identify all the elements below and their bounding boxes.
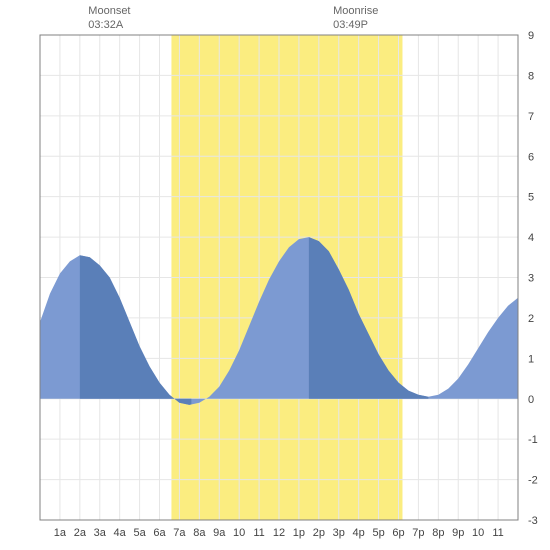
svg-text:4: 4 [528, 232, 534, 244]
svg-text:0: 0 [528, 394, 534, 406]
svg-text:10: 10 [472, 527, 484, 539]
svg-text:11: 11 [253, 527, 264, 539]
moonset-annotation: Moonset 03:32A [88, 4, 130, 33]
moonset-time: 03:32A [88, 18, 130, 32]
svg-text:7p: 7p [412, 527, 424, 539]
svg-text:5: 5 [528, 192, 534, 204]
svg-text:-2: -2 [528, 475, 538, 487]
svg-text:11: 11 [492, 527, 503, 539]
svg-text:12: 12 [273, 527, 285, 539]
svg-text:-1: -1 [528, 434, 538, 446]
svg-text:3p: 3p [333, 527, 345, 539]
svg-text:2p: 2p [313, 527, 325, 539]
svg-text:6: 6 [528, 151, 534, 163]
svg-text:8a: 8a [193, 527, 206, 539]
svg-text:1: 1 [528, 353, 534, 365]
svg-text:10: 10 [233, 527, 245, 539]
svg-text:7a: 7a [173, 527, 186, 539]
svg-text:8p: 8p [432, 527, 444, 539]
svg-text:9p: 9p [452, 527, 464, 539]
tide-chart: 1a2a3a4a5a6a7a8a9a1011121p2p3p4p5p6p7p8p… [0, 0, 550, 550]
svg-text:3: 3 [528, 273, 534, 285]
moonset-label: Moonset [88, 4, 130, 18]
svg-text:9a: 9a [213, 527, 226, 539]
svg-text:3a: 3a [94, 527, 107, 539]
svg-text:5p: 5p [372, 527, 384, 539]
chart-svg: 1a2a3a4a5a6a7a8a9a1011121p2p3p4p5p6p7p8p… [0, 0, 550, 550]
svg-text:5a: 5a [133, 527, 146, 539]
svg-text:1a: 1a [54, 527, 67, 539]
svg-text:2a: 2a [74, 527, 87, 539]
svg-text:8: 8 [528, 70, 534, 82]
svg-text:4a: 4a [114, 527, 127, 539]
svg-text:9: 9 [528, 30, 534, 42]
moonrise-time: 03:49P [333, 18, 378, 32]
moonrise-label: Moonrise [333, 4, 378, 18]
svg-text:6a: 6a [153, 527, 166, 539]
svg-text:-3: -3 [528, 515, 538, 527]
svg-text:7: 7 [528, 111, 534, 123]
svg-text:2: 2 [528, 313, 534, 325]
svg-text:4p: 4p [353, 527, 365, 539]
svg-text:6p: 6p [392, 527, 404, 539]
svg-text:1p: 1p [293, 527, 305, 539]
moonrise-annotation: Moonrise 03:49P [333, 4, 378, 33]
